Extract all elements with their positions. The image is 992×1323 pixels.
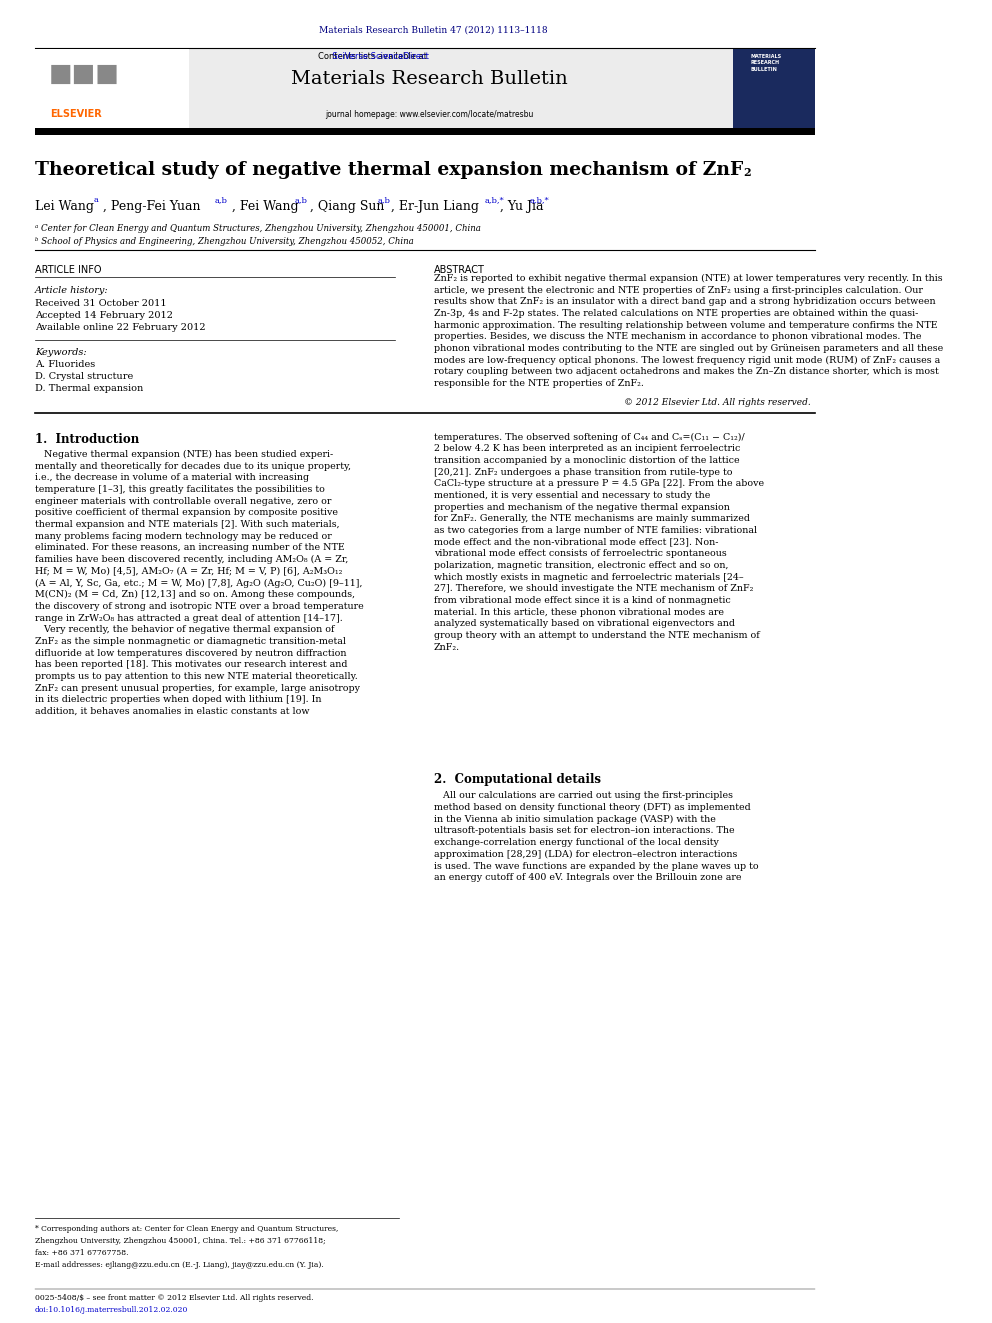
Text: a,b: a,b (214, 196, 227, 204)
Text: fax: +86 371 67767758.: fax: +86 371 67767758. (35, 1249, 128, 1257)
Text: temperatures. The observed softening of C₄₄ and Cₛ=(C₁₁ − C₁₂)/
2 below 4.2 K ha: temperatures. The observed softening of … (434, 433, 764, 652)
Text: © 2012 Elsevier Ltd. All rights reserved.: © 2012 Elsevier Ltd. All rights reserved… (624, 398, 810, 407)
Text: MATERIALS
RESEARCH
BULLETIN: MATERIALS RESEARCH BULLETIN (750, 54, 782, 71)
Text: * Corresponding authors at: Center for Clean Energy and Quantum Structures,: * Corresponding authors at: Center for C… (35, 1225, 338, 1233)
Text: doi:10.1016/j.materresbull.2012.02.020: doi:10.1016/j.materresbull.2012.02.020 (35, 1306, 188, 1314)
Text: , Peng-Fei Yuan: , Peng-Fei Yuan (103, 200, 200, 213)
Text: Contents lists available at: Contents lists available at (317, 52, 430, 61)
Text: ABSTRACT: ABSTRACT (434, 265, 484, 275)
Text: a,b,*: a,b,* (530, 196, 550, 204)
Text: ■■■: ■■■ (49, 62, 119, 86)
Text: Keywords:: Keywords: (35, 348, 86, 357)
Text: D. Crystal structure: D. Crystal structure (35, 372, 133, 381)
Text: A. Fluorides: A. Fluorides (35, 360, 95, 369)
Text: ᵃ Center for Clean Energy and Quantum Structures, Zhengzhou University, Zhengzho: ᵃ Center for Clean Energy and Quantum St… (35, 224, 480, 233)
Bar (35, 128, 815, 135)
Text: a: a (93, 196, 98, 204)
Bar (35, 49, 733, 128)
Text: ᵇ School of Physics and Engineering, Zhengzhou University, Zhengzhou 450052, Chi: ᵇ School of Physics and Engineering, Zhe… (35, 237, 414, 246)
Text: All our calculations are carried out using the first-principles
method based on : All our calculations are carried out usi… (434, 791, 758, 882)
Text: Materials Research Bulletin: Materials Research Bulletin (291, 70, 567, 89)
Text: , Er-Jun Liang: , Er-Jun Liang (391, 200, 479, 213)
Text: Received 31 October 2011: Received 31 October 2011 (35, 299, 167, 308)
Text: Zhengzhou University, Zhengzhou 450001, China. Tel.: +86 371 67766118;: Zhengzhou University, Zhengzhou 450001, … (35, 1237, 325, 1245)
Text: ARTICLE INFO: ARTICLE INFO (35, 265, 101, 275)
Text: journal homepage: www.elsevier.com/locate/matresbu: journal homepage: www.elsevier.com/locat… (325, 110, 534, 119)
Text: a,b: a,b (295, 196, 308, 204)
Text: Article history:: Article history: (35, 286, 108, 295)
Text: Materials Research Bulletin 47 (2012) 1113–1118: Materials Research Bulletin 47 (2012) 11… (319, 25, 548, 34)
Text: SciVerse ScienceDirect: SciVerse ScienceDirect (294, 52, 430, 61)
Text: a,b: a,b (378, 196, 391, 204)
Text: 1.  Introduction: 1. Introduction (35, 433, 139, 446)
Text: ZnF₂ is reported to exhibit negative thermal expansion (NTE) at lower temperatur: ZnF₂ is reported to exhibit negative the… (434, 274, 942, 388)
Text: Negative thermal expansion (NTE) has been studied experi-
mentally and theoretic: Negative thermal expansion (NTE) has bee… (35, 450, 363, 716)
Text: a,b,*: a,b,* (485, 196, 505, 204)
Text: , Yu Jia: , Yu Jia (500, 200, 544, 213)
Text: 0025-5408/$ – see front matter © 2012 Elsevier Ltd. All rights reserved.: 0025-5408/$ – see front matter © 2012 El… (35, 1294, 313, 1302)
Text: ELSEVIER: ELSEVIER (51, 108, 102, 119)
Text: , Qiang Sun: , Qiang Sun (310, 200, 385, 213)
Text: , Fei Wang: , Fei Wang (231, 200, 299, 213)
Text: D. Thermal expansion: D. Thermal expansion (35, 384, 143, 393)
Text: Lei Wang: Lei Wang (35, 200, 93, 213)
Bar (733, 49, 815, 128)
Text: Theoretical study of negative thermal expansion mechanism of ZnF: Theoretical study of negative thermal ex… (35, 161, 743, 180)
Text: E-mail addresses: ejliang@zzu.edu.cn (E.-J. Liang), jiay@zzu.edu.cn (Y. Jia).: E-mail addresses: ejliang@zzu.edu.cn (E.… (35, 1261, 323, 1269)
Text: 2: 2 (743, 167, 751, 177)
Text: Available online 22 February 2012: Available online 22 February 2012 (35, 323, 205, 332)
Bar (35, 49, 189, 128)
Text: 2.  Computational details: 2. Computational details (434, 773, 600, 786)
Text: Accepted 14 February 2012: Accepted 14 February 2012 (35, 311, 173, 320)
